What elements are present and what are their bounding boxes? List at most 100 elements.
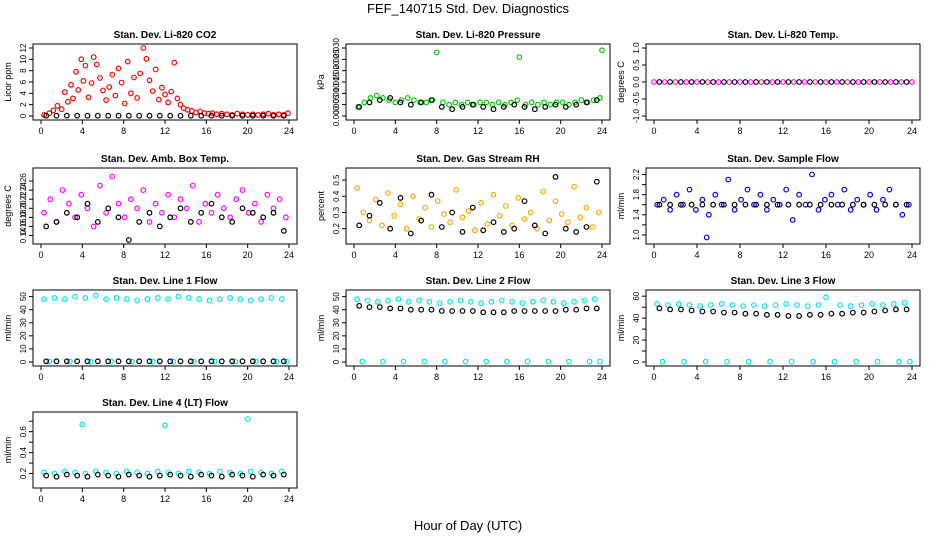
data-point-s1 — [873, 206, 880, 213]
data-point-s1 — [214, 191, 221, 198]
data-point-s1 — [828, 191, 835, 198]
data-point-s2 — [249, 473, 256, 480]
data-point-s1 — [599, 47, 605, 54]
data-point-s2 — [249, 358, 256, 365]
data-point-s2 — [105, 205, 112, 212]
data-point-s1 — [149, 358, 156, 365]
data-point-s2 — [449, 308, 456, 314]
data-point-s2 — [511, 101, 518, 108]
y-axis-label: kPa — [316, 74, 326, 90]
data-point-s2 — [764, 311, 770, 318]
data-point-s1 — [462, 358, 469, 365]
data-point-s1 — [459, 214, 466, 221]
data-point-s1 — [550, 298, 557, 305]
x-tick-label: 24 — [284, 372, 294, 382]
data-point-s1 — [237, 296, 244, 303]
data-point-s1 — [244, 111, 251, 118]
data-point-s1 — [171, 59, 178, 66]
y-tick-label: 50 — [19, 292, 28, 301]
y-tick-label: -0.5 — [632, 92, 641, 106]
data-point-s2 — [428, 306, 435, 313]
data-point-s1 — [464, 99, 471, 106]
data-point-s1 — [108, 358, 115, 365]
data-point-s1 — [109, 173, 116, 180]
x-tick-label: 8 — [121, 250, 126, 260]
panel-4: Stan. Dev. Amb. Box Temp. degrees C 0 4 8 12 1… — [3, 154, 298, 260]
plot-frame — [32, 43, 298, 121]
y-tick-label: 0 — [632, 359, 641, 364]
plot-frame — [345, 43, 611, 121]
data-point-s2 — [552, 173, 559, 180]
data-point-s1 — [823, 79, 829, 85]
data-point-s2 — [105, 358, 112, 365]
data-point-s1 — [152, 66, 159, 73]
data-point-s2 — [871, 308, 878, 315]
data-point-s1 — [597, 358, 603, 365]
data-point-s1 — [844, 79, 851, 85]
y-tick-label: 1.8 — [632, 189, 641, 201]
data-point-s1 — [726, 79, 733, 85]
x-tick-label: 20 — [243, 250, 253, 260]
y-axis-label: ml/min — [616, 193, 626, 220]
data-point-s2 — [407, 306, 414, 313]
x-tick-label: 4 — [80, 126, 85, 136]
x-tick-label: 12 — [473, 372, 483, 382]
x-tick-label: 8 — [434, 126, 439, 136]
data-point-s2 — [146, 209, 153, 216]
data-point-s1 — [751, 302, 757, 308]
data-point-s1 — [796, 191, 802, 198]
data-point-s2 — [531, 222, 538, 229]
data-point-s2 — [418, 306, 425, 313]
data-point-s1 — [770, 196, 777, 203]
data-point-s1 — [283, 214, 289, 221]
y-tick-label: 0.20 — [19, 200, 28, 216]
data-point-s1 — [783, 186, 790, 193]
data-point-s1 — [578, 97, 585, 103]
y-tick-label: 20 — [332, 331, 341, 340]
data-point-s2 — [710, 79, 716, 85]
data-point-s2 — [449, 106, 456, 113]
data-point-s1 — [758, 79, 765, 85]
data-point-s1 — [484, 220, 491, 227]
data-point-s2 — [774, 311, 781, 318]
y-tick-label: -1.0 — [632, 109, 641, 123]
data-point-s1 — [113, 295, 120, 301]
y-tick-label: 4 — [19, 91, 28, 96]
data-point-s1 — [410, 193, 416, 200]
data-point-s1 — [59, 187, 66, 194]
data-point-s2 — [459, 228, 466, 235]
y-tick-label: 50 — [332, 292, 341, 301]
data-point-s1 — [712, 191, 719, 198]
data-point-s1 — [529, 298, 536, 305]
data-point-s2 — [807, 201, 813, 208]
data-point-s2 — [796, 313, 802, 319]
data-point-s1 — [379, 222, 385, 229]
data-point-s2 — [839, 201, 845, 208]
data-point-s1 — [715, 79, 722, 85]
data-point-s1 — [515, 194, 522, 201]
panel-9: Stan. Dev. Line 3 Flow ml/min 0 4 8 12 16 20 24 0… — [616, 276, 921, 382]
data-point-s1 — [447, 298, 454, 305]
data-point-s1 — [146, 77, 153, 84]
data-point-s1 — [70, 95, 76, 102]
y-tick-label: 20 — [19, 331, 28, 340]
data-point-s1 — [244, 416, 251, 423]
data-point-s2 — [229, 471, 236, 478]
panel-title: Stan. Dev. Sample Flow — [727, 154, 839, 165]
data-point-s1 — [216, 468, 223, 475]
data-point-s1 — [165, 191, 172, 198]
data-point-s2 — [270, 472, 277, 479]
data-point-s1 — [96, 182, 103, 189]
plot-frame — [645, 43, 921, 121]
data-point-s2 — [521, 103, 528, 110]
data-point-s2 — [74, 358, 81, 365]
x-tick-label: 12 — [778, 372, 788, 382]
data-point-s2 — [500, 309, 507, 316]
data-point-s2 — [94, 358, 101, 365]
x-tick-label: 24 — [284, 494, 294, 504]
data-point-s1 — [258, 218, 265, 225]
data-point-s1 — [364, 297, 371, 304]
data-point-s1 — [767, 358, 773, 365]
x-tick-label: 0 — [351, 126, 356, 136]
data-point-s2 — [542, 103, 549, 110]
